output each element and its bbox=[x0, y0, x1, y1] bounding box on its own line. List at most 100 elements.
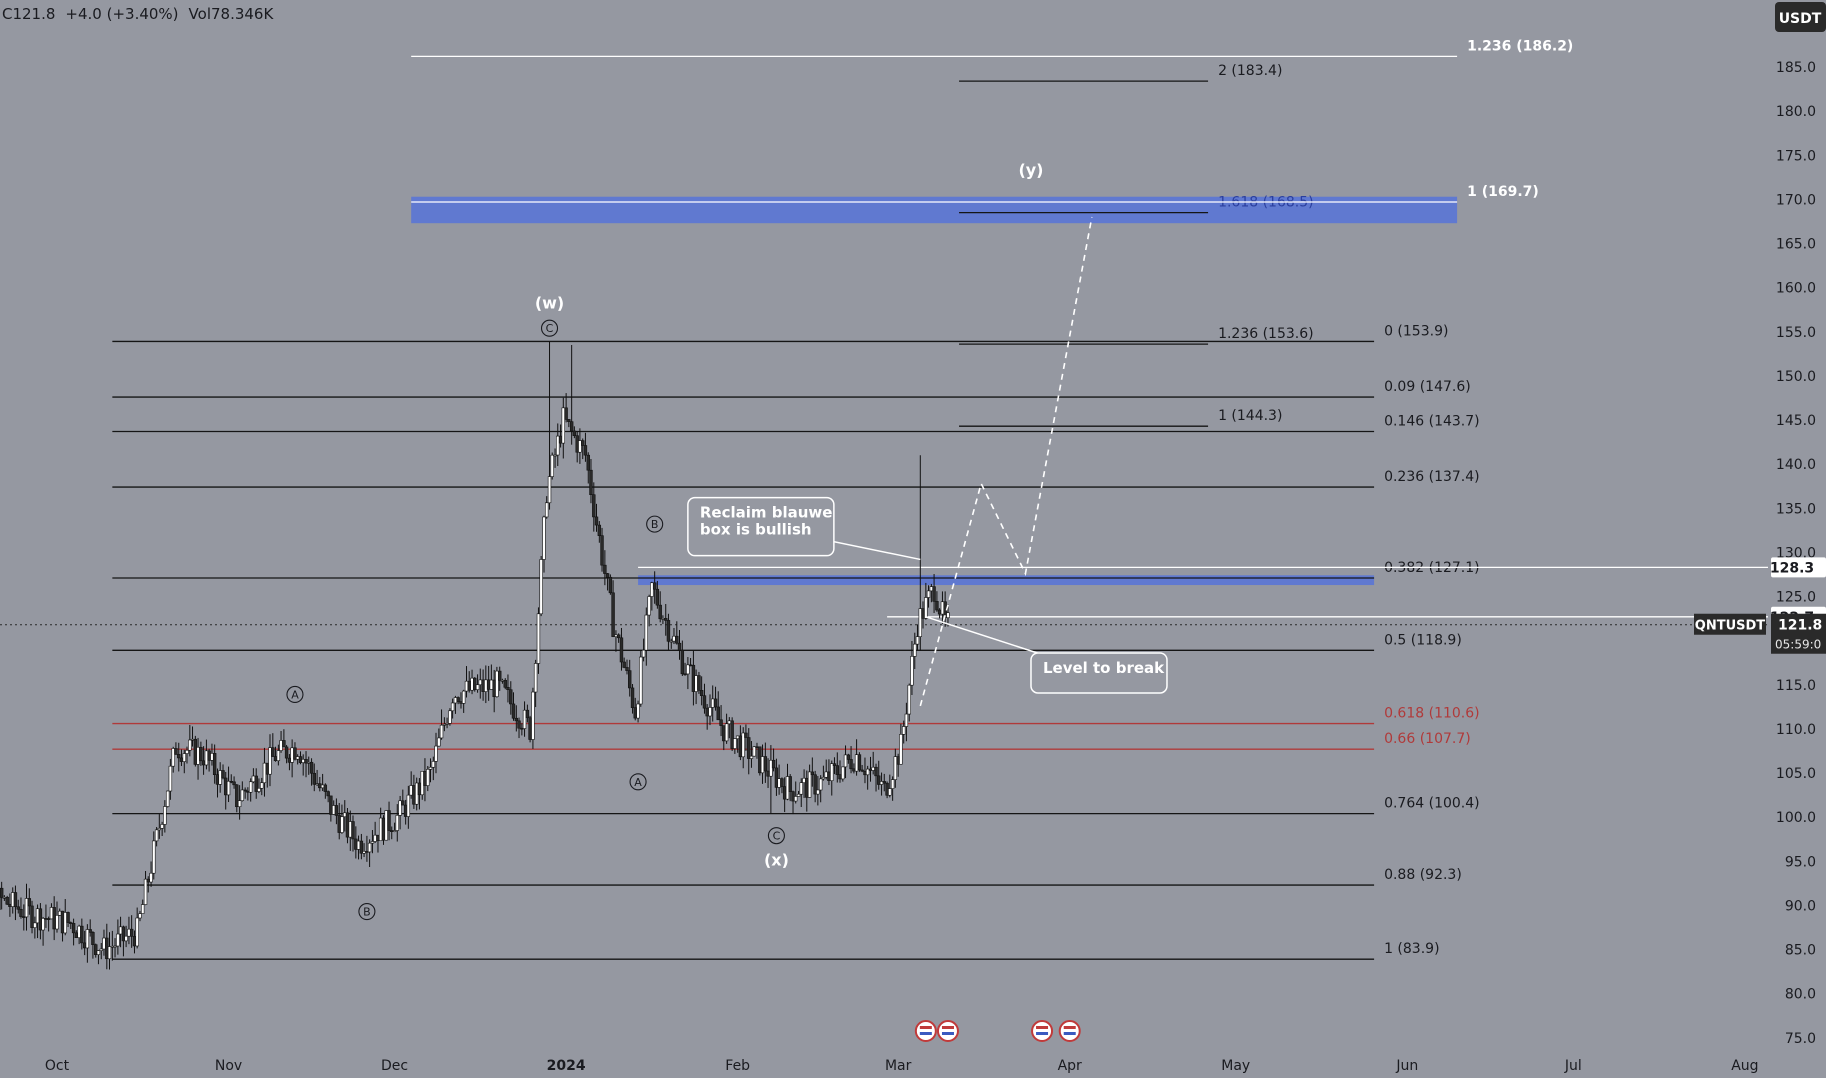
candle-body bbox=[431, 761, 436, 768]
highlight-box bbox=[411, 196, 1458, 224]
candle-body bbox=[298, 756, 303, 763]
candle-body bbox=[340, 816, 344, 833]
candle-body bbox=[675, 635, 679, 644]
candle-body bbox=[376, 834, 380, 842]
candle-body bbox=[514, 717, 519, 722]
candle-body bbox=[55, 915, 59, 930]
candle-body bbox=[520, 727, 524, 730]
candle-body bbox=[326, 791, 330, 797]
y-tick-label: 100.0 bbox=[1776, 810, 1816, 826]
candle-body bbox=[478, 679, 482, 686]
candle-body bbox=[390, 830, 394, 832]
candle-body bbox=[821, 776, 826, 780]
candle-body bbox=[805, 777, 809, 798]
candle-body bbox=[575, 435, 579, 453]
candle-body bbox=[38, 908, 43, 931]
economic-event-stripe bbox=[1063, 1032, 1076, 1035]
y-tick-label: 185.0 bbox=[1776, 60, 1816, 76]
candle-body bbox=[547, 476, 552, 504]
candle-body bbox=[536, 613, 541, 664]
change-readout: +4.0 (+3.40%) bbox=[65, 5, 179, 23]
candle-body bbox=[110, 945, 115, 948]
candle-body bbox=[572, 430, 577, 436]
candle-body bbox=[802, 777, 806, 783]
candle-body bbox=[107, 946, 112, 960]
candle-body bbox=[152, 840, 156, 874]
callout-box bbox=[687, 496, 835, 557]
candle-body bbox=[293, 747, 297, 760]
candle-body bbox=[19, 908, 23, 917]
candle-body bbox=[224, 777, 228, 796]
candle-body bbox=[254, 775, 258, 792]
projection-path bbox=[919, 216, 1093, 707]
x-tick-label: Jun bbox=[1395, 1058, 1418, 1074]
candle-body bbox=[633, 707, 637, 719]
candle-body bbox=[744, 732, 748, 738]
candle-body bbox=[738, 735, 743, 758]
candle-body bbox=[625, 667, 629, 671]
candle-body bbox=[268, 747, 272, 775]
candle-body bbox=[232, 781, 236, 786]
economic-event-stripe bbox=[1036, 1032, 1049, 1035]
candle-body bbox=[201, 760, 206, 766]
candle-body bbox=[799, 782, 803, 795]
candle-body bbox=[384, 810, 388, 841]
y-tick-label: 125.0 bbox=[1776, 590, 1816, 606]
wave-label: B bbox=[651, 518, 659, 531]
y-tick-label: 160.0 bbox=[1776, 281, 1816, 297]
fib-level-label: 1 (83.9) bbox=[1384, 941, 1439, 957]
candle-body bbox=[24, 898, 29, 918]
candle-body bbox=[910, 656, 914, 686]
candle-body bbox=[69, 922, 73, 924]
economic-event-stripe bbox=[919, 1026, 932, 1029]
y-tick-label: 135.0 bbox=[1776, 501, 1816, 517]
candle-body bbox=[365, 851, 369, 853]
candle-body bbox=[644, 614, 649, 651]
candle-body bbox=[171, 748, 175, 767]
candle-body bbox=[99, 948, 103, 951]
candle-body bbox=[755, 746, 759, 749]
candle-body bbox=[857, 754, 862, 771]
candle-body bbox=[506, 687, 510, 691]
candle-body bbox=[832, 763, 837, 766]
candle-body bbox=[52, 907, 56, 930]
x-tick-label: Mar bbox=[885, 1058, 912, 1074]
candle-body bbox=[752, 746, 756, 757]
candle-body bbox=[481, 679, 485, 692]
ohlc-header: C121.8 +4.0 (+3.40%) Vol78.346K bbox=[2, 5, 283, 23]
candle-body bbox=[295, 756, 300, 760]
candle-body bbox=[794, 796, 798, 802]
candles bbox=[0, 341, 950, 970]
candle-body bbox=[877, 775, 881, 785]
candle-body bbox=[688, 664, 693, 667]
candle-body bbox=[439, 724, 444, 739]
candle-body bbox=[359, 840, 364, 854]
candle-body bbox=[367, 842, 372, 853]
callout-text: Level to break bbox=[1043, 659, 1165, 677]
candle-body bbox=[401, 800, 405, 806]
economic-event-stripe bbox=[1036, 1026, 1049, 1029]
candle-body bbox=[647, 596, 651, 616]
wave-label: C bbox=[546, 322, 554, 335]
candle-body bbox=[544, 502, 549, 518]
wave-label: A bbox=[291, 688, 299, 701]
y-tick-label: 150.0 bbox=[1776, 369, 1816, 385]
candle-body bbox=[677, 642, 682, 651]
candle-body bbox=[810, 771, 815, 776]
candle-body bbox=[838, 774, 842, 780]
candle-body bbox=[528, 717, 532, 740]
candle-body bbox=[320, 784, 325, 789]
economic-event-stripe bbox=[941, 1026, 954, 1029]
y-tick-label: 80.0 bbox=[1785, 987, 1816, 1003]
candle-body bbox=[398, 800, 402, 816]
callout-text: Reclaim blauwe bbox=[700, 504, 833, 522]
candle-body bbox=[888, 788, 892, 796]
candle-body bbox=[522, 709, 527, 729]
candle-body bbox=[343, 812, 347, 818]
candle-body bbox=[473, 677, 477, 690]
candle-body bbox=[392, 830, 397, 832]
candle-body bbox=[730, 720, 734, 749]
symbol-tag-text: QNTUSDT bbox=[1695, 619, 1766, 634]
